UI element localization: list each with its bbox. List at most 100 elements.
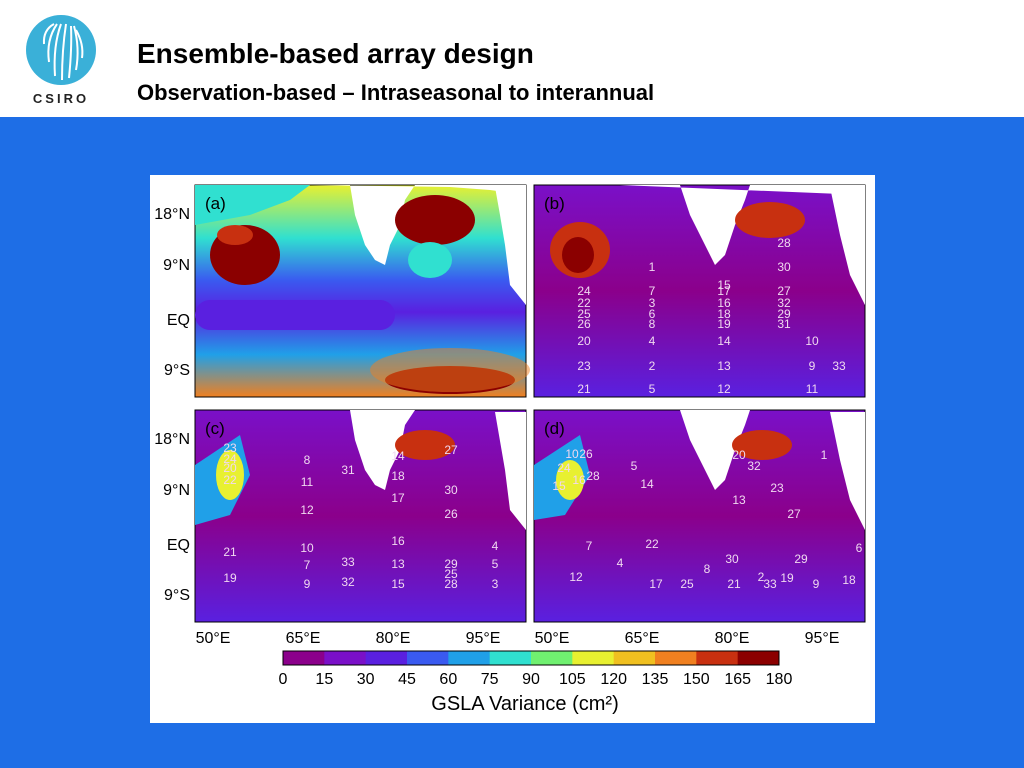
- station-number: 31: [777, 317, 791, 331]
- panel-label-d: (d): [544, 419, 565, 438]
- colorbar-frame: [282, 650, 780, 666]
- station-number: 4: [492, 539, 499, 553]
- station-number: 29: [444, 557, 458, 571]
- station-number: 27: [444, 443, 458, 457]
- station-number: 4: [649, 334, 656, 348]
- station-number: 24: [223, 452, 237, 466]
- station-number: 23: [577, 359, 591, 373]
- colorbar-segment: [407, 651, 449, 665]
- lat-label-9s-bottom: 9°S: [164, 587, 190, 604]
- station-number: 7: [304, 558, 311, 572]
- lat-label-9n-top: 9°N: [163, 257, 190, 274]
- station-number: 4: [617, 556, 624, 570]
- station-number: 22: [577, 296, 591, 310]
- csiro-logo: CSIRO: [26, 15, 96, 106]
- logo-text: CSIRO: [33, 91, 89, 106]
- station-number: 11: [301, 475, 314, 489]
- station-number: 22: [645, 537, 659, 551]
- lat-label-9s-top: 9°S: [164, 362, 190, 379]
- colorbar-segment: [696, 651, 739, 665]
- station-number: 19: [717, 317, 731, 331]
- colorbar-tick-label: 30: [357, 671, 375, 688]
- panel-a: [194, 184, 530, 398]
- colorbar-tick-label: 105: [559, 671, 586, 688]
- colorbar: [282, 650, 780, 666]
- colorbar-label: GSLA Variance (cm²): [431, 693, 618, 715]
- station-number: 5: [492, 557, 499, 571]
- colorbar-tick-label: 45: [398, 671, 416, 688]
- station-number: 1: [649, 260, 656, 274]
- colorbar-tick-label: 90: [522, 671, 540, 688]
- station-number: 14: [717, 334, 731, 348]
- station-number: 20: [577, 334, 591, 348]
- lon-label-65e-right: 65°E: [625, 630, 660, 647]
- station-number: 14: [391, 449, 405, 463]
- station-number: 11: [806, 382, 819, 396]
- station-number: 32: [747, 459, 761, 473]
- station-number: 10: [300, 541, 314, 555]
- colorbar-segment: [324, 651, 367, 665]
- colorbar-segment: [655, 651, 697, 665]
- station-number: 33: [832, 359, 846, 373]
- colorbar-tick-label: 165: [724, 671, 751, 688]
- panel-label-b: (b): [544, 194, 565, 213]
- lat-label-18n-top: 18°N: [154, 206, 190, 223]
- lon-label-80e-left: 80°E: [376, 630, 411, 647]
- station-number: 3: [649, 296, 656, 310]
- lon-label-95e-left: 95°E: [466, 630, 501, 647]
- station-number: 21: [577, 382, 591, 396]
- colorbar-segment: [613, 651, 656, 665]
- station-number: 16: [717, 296, 731, 310]
- slide-subtitle: Observation-based – Intraseasonal to int…: [137, 80, 655, 105]
- colorbar-tick-label: 150: [683, 671, 710, 688]
- station-number: 9: [813, 577, 820, 591]
- station-number: 20: [732, 448, 746, 462]
- colorbar-segment: [365, 651, 408, 665]
- station-number: 12: [300, 503, 314, 517]
- lon-label-80e-right: 80°E: [715, 630, 750, 647]
- station-number: 23: [770, 481, 784, 495]
- station-number: 30: [777, 260, 791, 274]
- station-number: 21: [223, 545, 237, 559]
- station-number: 19: [780, 571, 794, 585]
- station-number: 25: [577, 307, 591, 321]
- station-number: 28: [586, 469, 600, 483]
- panel-c: [194, 409, 527, 623]
- slide-header: CSIRO Ensemble-based array design Observ…: [0, 0, 1024, 117]
- station-number: 19: [223, 571, 237, 585]
- colorbar-segment: [489, 651, 532, 665]
- station-number: 33: [763, 577, 777, 591]
- colorbar-tick-label: 0: [279, 671, 288, 688]
- colorbar-tick-label: 60: [439, 671, 457, 688]
- station-number: 26: [577, 317, 591, 331]
- station-number: 28: [777, 236, 791, 250]
- station-number: 14: [640, 477, 654, 491]
- lon-label-95e-right: 95°E: [805, 630, 840, 647]
- station-number: 2: [758, 570, 765, 584]
- station-number: 8: [649, 317, 656, 331]
- station-number: 9: [304, 577, 311, 591]
- station-number: 25: [444, 567, 458, 581]
- station-number: 5: [631, 459, 638, 473]
- station-number: 16: [572, 473, 586, 487]
- station-number: 18: [842, 573, 856, 587]
- station-number: 15: [552, 479, 566, 493]
- station-number: 7: [586, 539, 593, 553]
- station-number: 15: [391, 577, 405, 591]
- station-number: 13: [391, 557, 405, 571]
- station-number: 8: [704, 562, 711, 576]
- station-number: 9: [809, 359, 816, 373]
- colorbar-segment: [572, 651, 615, 665]
- station-number: 29: [794, 552, 808, 566]
- station-number: 25: [680, 577, 694, 591]
- station-number: 15: [717, 278, 731, 292]
- station-number: 18: [391, 469, 405, 483]
- station-number: 33: [341, 555, 355, 569]
- lon-label-50e-left: 50°E: [196, 630, 231, 647]
- station-number: 20: [223, 461, 237, 475]
- station-number: 10: [565, 447, 579, 461]
- station-number: 13: [717, 359, 731, 373]
- station-number: 26: [444, 507, 458, 521]
